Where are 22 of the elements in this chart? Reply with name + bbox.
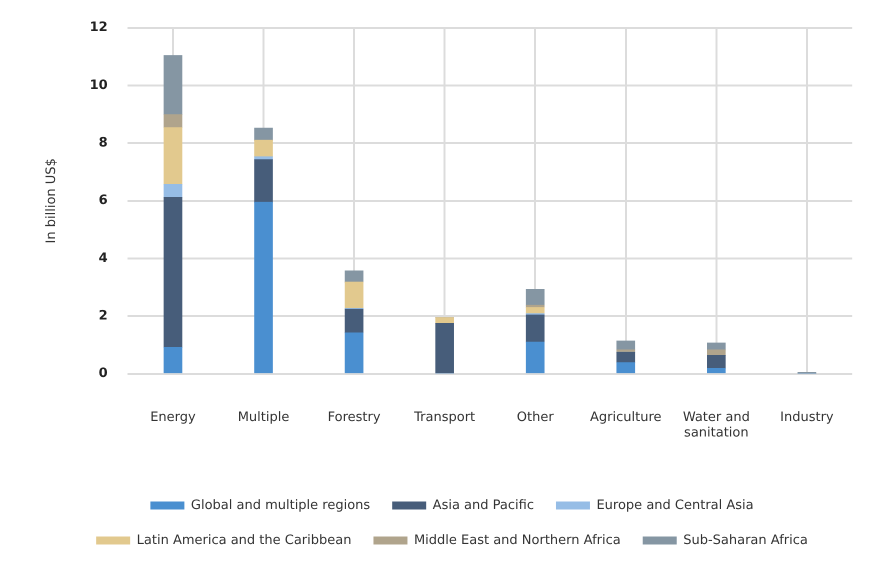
y-tick-label: 6 <box>98 193 108 208</box>
y-tick-label: 12 <box>90 20 108 36</box>
y-tick-label: 8 <box>98 136 108 151</box>
x-tick-label: Transport <box>413 410 476 425</box>
legend-label: Asia and Pacific <box>432 498 534 513</box>
x-tick-label: Agriculture <box>590 410 662 425</box>
x-tick-label: Other <box>516 410 554 425</box>
y-tick-label: 0 <box>98 366 108 382</box>
legend-label: Middle East and Northern Africa <box>414 532 621 548</box>
legend-label: Sub-Saharan Africa <box>683 532 808 548</box>
legend-label: Global and multiple regions <box>190 498 370 513</box>
x-tick-label: Forestry <box>328 410 381 425</box>
legend-label: Europe and Central Asia <box>596 498 754 513</box>
x-tick-label: Water and sanitation <box>682 410 750 441</box>
legend-label: Latin America and the Caribbean <box>136 532 352 548</box>
y-tick-label: 10 <box>90 78 108 93</box>
x-tick-label: Multiple <box>238 410 290 425</box>
y-tick-label: 2 <box>98 308 108 324</box>
y-axis-title: In billion US$ <box>44 158 60 244</box>
x-tick-label: Industry <box>780 410 834 425</box>
x-tick-label: Energy <box>150 410 196 425</box>
y-tick-label: 4 <box>98 250 108 266</box>
